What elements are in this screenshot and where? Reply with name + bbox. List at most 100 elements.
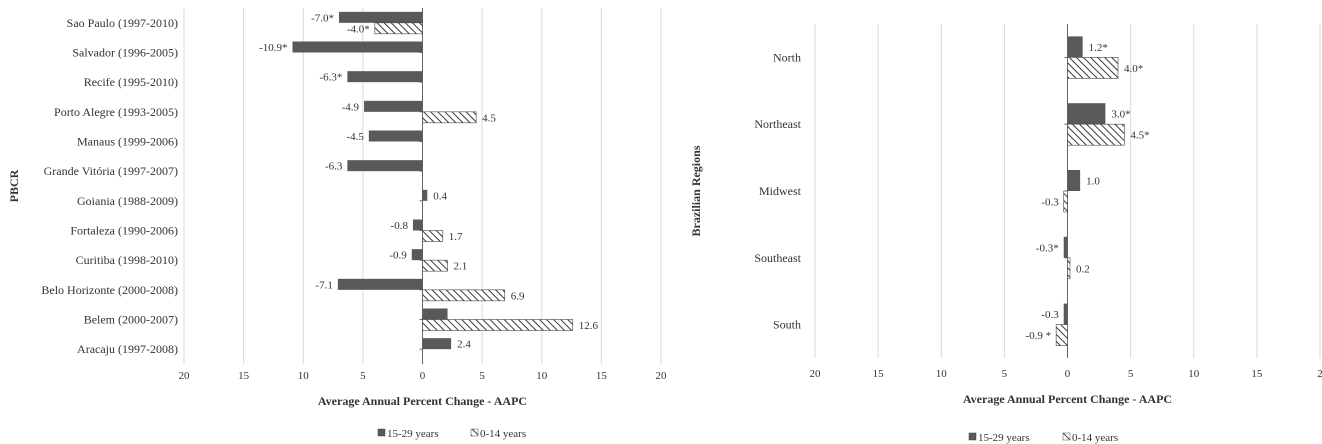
data-label: -0.3: [1041, 197, 1059, 209]
data-label: -0.3*: [1036, 242, 1059, 254]
x-tick-label: 2: [1317, 368, 1322, 380]
bar-15-29: [1063, 236, 1068, 258]
data-label: 0.2: [1076, 263, 1090, 275]
x-tick-label: 10: [536, 370, 548, 382]
bar-0-14: [374, 22, 423, 35]
bar-0-14: [422, 289, 506, 302]
bar-15-29: [292, 41, 423, 53]
bar-0-14: [1055, 324, 1068, 346]
x-tick-label: 10: [1188, 368, 1200, 380]
data-label: 12.6: [579, 320, 599, 332]
bar-15-29: [347, 160, 423, 172]
bar-15-29: [422, 308, 448, 320]
bar-0-14: [422, 111, 477, 124]
category-label: North: [773, 50, 801, 64]
legend-label: 0-14 years: [1072, 432, 1118, 444]
category-label: Porto Alegre (1993-2005): [54, 105, 178, 119]
data-label: 1.0: [1086, 176, 1100, 188]
x-axis-title: Average Annual Percent Change - AAPC: [963, 392, 1172, 406]
x-tick-label: 20: [810, 368, 822, 380]
x-tick-label: 15: [1251, 368, 1263, 380]
legend-label: 0-14 years: [480, 428, 526, 440]
data-label: -7.0*: [311, 12, 334, 24]
bar-0-14: [1067, 257, 1071, 280]
data-label: 2.4: [457, 339, 471, 351]
x-tick-label: 10: [936, 368, 948, 380]
legend-swatch: [470, 428, 479, 437]
legend-label: 15-29 years: [387, 428, 439, 440]
x-tick-label: 20: [656, 370, 668, 382]
x-tick-label: 20: [179, 370, 191, 382]
legend-label: 15-29 years: [978, 432, 1030, 444]
x-tick-label: 5: [1002, 368, 1008, 380]
x-tick-label: 15: [873, 368, 885, 380]
category-label: Aracaju (1997-2008): [77, 342, 178, 356]
pbcr-chart: 20 15 10 5 0 5 10 15 20 Sao Paulo (1997-2010) -7.0…: [7, 8, 667, 440]
bar-15-29: [1067, 170, 1081, 191]
category-label: Sao Paulo (1997-2010): [67, 16, 178, 30]
bar-15-29: [1063, 303, 1068, 325]
bar-15-29: [1067, 103, 1106, 125]
data-label: 4.5: [482, 112, 496, 124]
bar-15-29: [364, 100, 423, 112]
bar-15-29: [347, 71, 423, 83]
bar-15-29: [422, 189, 428, 201]
bar-15-29: [368, 130, 423, 142]
x-tick-label: 5: [479, 370, 485, 382]
category-label: Northeast: [754, 117, 801, 131]
data-label: -10.9*: [259, 42, 287, 54]
data-label: 1.2*: [1089, 42, 1108, 54]
data-label: -4.9: [342, 101, 360, 113]
category-label: Fortaleza (1990-2006): [70, 224, 178, 238]
data-label: -6.3*: [319, 72, 342, 84]
data-label: -0.8: [391, 220, 409, 232]
data-label: -6.3: [325, 161, 343, 173]
data-label: -7.1: [315, 279, 332, 291]
x-tick-label: 5: [1128, 368, 1134, 380]
category-label: Belem (2000-2007): [84, 313, 178, 327]
bar-0-14: [1063, 190, 1068, 213]
y-axis-title: Brazilian Regions: [689, 145, 703, 236]
regions-chart: 20 15 10 5 0 5 10 15 2 North 1.2* 4.0* Northeast 3.0*…: [689, 24, 1322, 444]
data-label: 4.5*: [1130, 130, 1149, 142]
category-label: Manaus (1999-2006): [77, 135, 178, 149]
data-label: -4.0*: [347, 23, 370, 35]
category-label: Southeast: [754, 251, 801, 265]
data-label: 3.0*: [1111, 109, 1130, 121]
data-label: -0.9 *: [1025, 330, 1051, 342]
data-label: -0.3: [1041, 309, 1059, 321]
category-label: Recife (1995-2010): [84, 75, 178, 89]
bar-15-29: [1067, 36, 1083, 58]
x-tick-label: 5: [360, 370, 366, 382]
bar-15-29: [411, 249, 423, 261]
legend-swatch: [968, 432, 977, 441]
y-axis-title: PBCR: [7, 169, 21, 202]
legend-swatch: [377, 428, 386, 437]
category-label: Grande Vitória (1997-2007): [44, 164, 178, 178]
bar-0-14: [422, 259, 448, 272]
x-tick-label: 10: [298, 370, 310, 382]
x-tick-label: 0: [1065, 368, 1071, 380]
data-label: 2.1: [454, 261, 468, 273]
category-label: Belo Horizonte (2000-2008): [41, 283, 178, 297]
data-label: -4.5: [346, 131, 364, 143]
x-tick-label: 15: [238, 370, 250, 382]
bar-15-29: [412, 219, 423, 231]
category-label: Goiania (1988-2009): [77, 194, 178, 208]
category-label: Salvador (1996-2005): [72, 46, 178, 60]
bar-0-14: [1067, 57, 1119, 79]
data-label: 1.7: [449, 231, 463, 243]
bar-0-14: [422, 319, 574, 331]
bar-15-29: [337, 278, 423, 290]
data-label: 4.0*: [1124, 63, 1143, 75]
legend-swatch: [1062, 432, 1071, 441]
data-label: -0.9: [389, 250, 407, 262]
data-label: 6.9: [511, 290, 525, 302]
data-label: 0.4: [433, 190, 447, 202]
x-tick-label: 15: [596, 370, 608, 382]
bar-15-29: [339, 11, 423, 23]
bar-0-14: [1067, 123, 1125, 146]
x-tick-label: 0: [420, 370, 426, 382]
category-label: Midwest: [759, 184, 802, 198]
